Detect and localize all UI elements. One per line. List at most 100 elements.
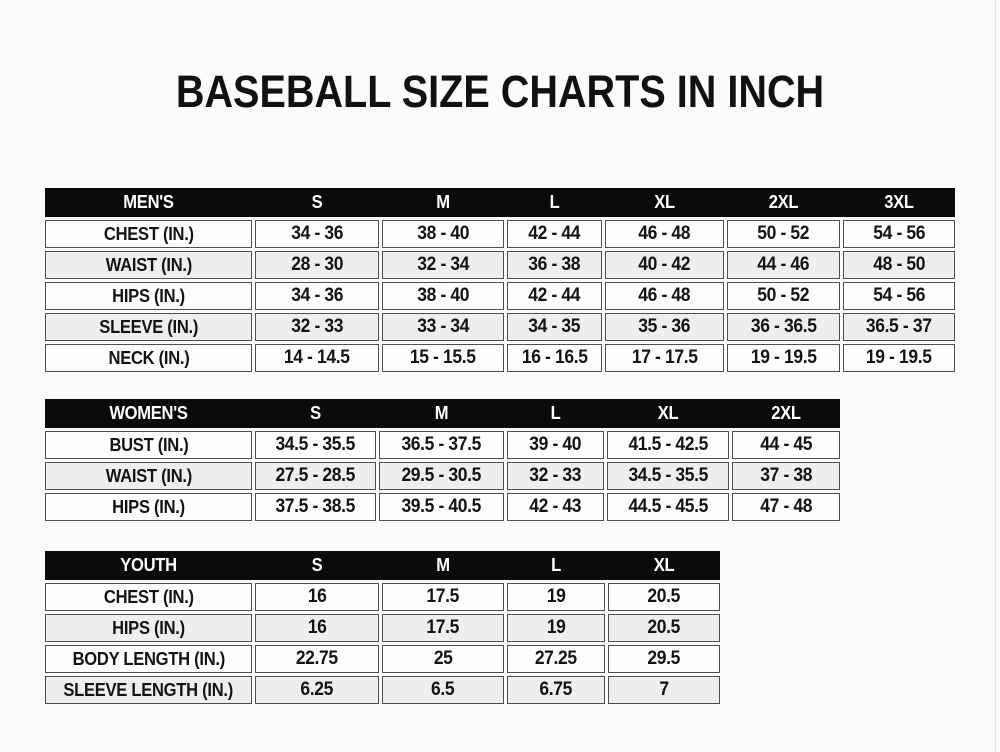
page-edge-line (995, 0, 996, 752)
youth-table-body: CHEST (IN.) 16 17.5 19 20.5 HIPS (IN.) 16 17.5 1… (45, 583, 720, 704)
header-cell: XL (657, 403, 679, 423)
header-cell: YOUTH (120, 555, 177, 575)
value-cell: 14 - 14.5 (255, 344, 379, 372)
value-cell: 36.5 - 37 (843, 313, 955, 341)
row-label-cell: SLEEVE (IN.) (45, 313, 252, 341)
value-cell: 36 - 36.5 (727, 313, 840, 341)
row-label-cell: BODY LENGTH (IN.) (45, 645, 252, 673)
womens-table-header: WOMEN'S S M L XL 2XL (45, 399, 840, 428)
header-cell: S (311, 192, 323, 212)
value-cell: 44 - 46 (727, 251, 840, 279)
value-cell: 6.75 (507, 676, 605, 704)
youth-table-header: YOUTH S M L XL (45, 551, 720, 580)
row-label-cell: SLEEVE LENGTH (IN.) (45, 676, 252, 704)
page-title: BASEBALL SIZE CHARTS IN INCH (175, 66, 825, 117)
row-label-cell: CHEST (IN.) (45, 220, 252, 248)
value-cell: 39.5 - 40.5 (379, 493, 504, 521)
youth-size-table: YOUTH S M L XL CHEST (IN.) 16 17.5 19 20.5 HIPS (I… (45, 551, 720, 704)
value-cell: 32 - 33 (255, 313, 379, 341)
value-cell: 54 - 56 (843, 220, 955, 248)
value-cell: 22.75 (255, 645, 379, 673)
header-cell: M (436, 192, 450, 212)
value-cell: 17.5 (382, 614, 504, 642)
row-label-cell: HIPS (IN.) (45, 493, 252, 521)
mens-table-body: CHEST (IN.) 34 - 36 38 - 40 42 - 44 46 - 48 5… (45, 220, 955, 372)
value-cell: 37 - 38 (732, 462, 840, 490)
row-label-cell: WAIST (IN.) (45, 251, 252, 279)
value-cell: 35 - 36 (605, 313, 724, 341)
header-cell: MEN'S (123, 192, 174, 212)
header-cell: XL (654, 192, 675, 212)
value-cell: 16 - 16.5 (507, 344, 602, 372)
row-label-cell: NECK (IN.) (45, 344, 252, 372)
value-cell: 7 (608, 676, 720, 704)
header-cell: WOMEN'S (109, 403, 188, 423)
value-cell: 15 - 15.5 (382, 344, 504, 372)
value-cell: 32 - 34 (382, 251, 504, 279)
value-cell: 28 - 30 (255, 251, 379, 279)
header-cell: L (550, 403, 561, 423)
womens-size-table: WOMEN'S S M L XL 2XL BUST (IN.) 34.5 - 35.5 36.5… (45, 399, 840, 521)
value-cell: 34 - 36 (255, 282, 379, 310)
value-cell: 34 - 35 (507, 313, 602, 341)
value-cell: 36.5 - 37.5 (379, 431, 504, 459)
value-cell: 29.5 - 30.5 (379, 462, 504, 490)
header-cell: XL (653, 555, 675, 575)
value-cell: 46 - 48 (605, 220, 724, 248)
value-cell: 40 - 42 (605, 251, 724, 279)
value-cell: 34.5 - 35.5 (255, 431, 376, 459)
value-cell: 34.5 - 35.5 (607, 462, 729, 490)
mens-size-table: MEN'S S M L XL 2XL 3XL CHEST (IN.) 34 - 36 38 - 4… (45, 188, 955, 372)
value-cell: 36 - 38 (507, 251, 602, 279)
value-cell: 42 - 43 (507, 493, 604, 521)
value-cell: 17 - 17.5 (605, 344, 724, 372)
value-cell: 32 - 33 (507, 462, 604, 490)
womens-table-body: BUST (IN.) 34.5 - 35.5 36.5 - 37.5 39 - 40 4… (45, 431, 840, 521)
value-cell: 34 - 36 (255, 220, 379, 248)
value-cell: 17.5 (382, 583, 504, 611)
value-cell: 50 - 52 (727, 220, 840, 248)
value-cell: 6.25 (255, 676, 379, 704)
value-cell: 44 - 45 (732, 431, 840, 459)
row-label-cell: BUST (IN.) (45, 431, 252, 459)
value-cell: 25 (382, 645, 504, 673)
value-cell: 19 - 19.5 (843, 344, 955, 372)
value-cell: 20.5 (608, 614, 720, 642)
value-cell: 41.5 - 42.5 (607, 431, 729, 459)
value-cell: 44.5 - 45.5 (607, 493, 729, 521)
value-cell: 46 - 48 (605, 282, 724, 310)
value-cell: 39 - 40 (507, 431, 604, 459)
header-cell: 3XL (884, 192, 914, 212)
value-cell: 47 - 48 (732, 493, 840, 521)
value-cell: 19 (507, 583, 605, 611)
row-label-cell: HIPS (IN.) (45, 614, 252, 642)
value-cell: 19 (507, 614, 605, 642)
value-cell: 42 - 44 (507, 220, 602, 248)
mens-table-header: MEN'S S M L XL 2XL 3XL (45, 188, 955, 217)
value-cell: 6.5 (382, 676, 504, 704)
value-cell: 38 - 40 (382, 282, 504, 310)
value-cell: 20.5 (608, 583, 720, 611)
value-cell: 50 - 52 (727, 282, 840, 310)
header-cell: M (434, 403, 449, 423)
row-label-cell: WAIST (IN.) (45, 462, 252, 490)
row-label-cell: CHEST (IN.) (45, 583, 252, 611)
header-cell: L (549, 192, 560, 212)
row-label-cell: HIPS (IN.) (45, 282, 252, 310)
header-cell: 2XL (768, 192, 799, 212)
value-cell: 19 - 19.5 (727, 344, 840, 372)
header-cell: M (436, 555, 450, 575)
value-cell: 33 - 34 (382, 313, 504, 341)
value-cell: 16 (255, 614, 379, 642)
header-cell: S (311, 555, 323, 575)
value-cell: 48 - 50 (843, 251, 955, 279)
value-cell: 42 - 44 (507, 282, 602, 310)
value-cell: 27.5 - 28.5 (255, 462, 376, 490)
header-cell: S (310, 403, 321, 423)
value-cell: 16 (255, 583, 379, 611)
value-cell: 29.5 (608, 645, 720, 673)
header-cell: 2XL (771, 403, 801, 423)
value-cell: 37.5 - 38.5 (255, 493, 376, 521)
value-cell: 38 - 40 (382, 220, 504, 248)
value-cell: 27.25 (507, 645, 605, 673)
